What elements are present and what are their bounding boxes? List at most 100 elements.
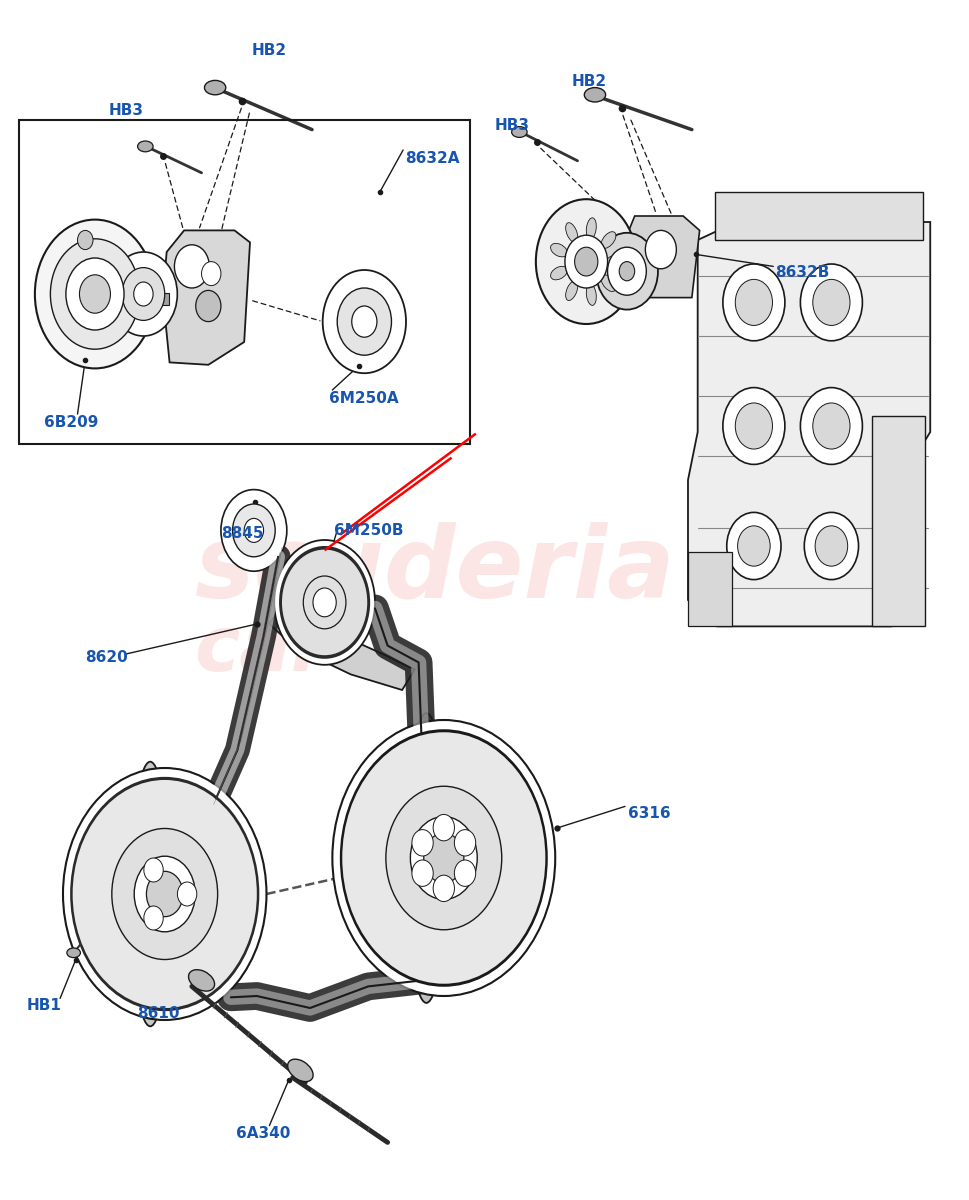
Ellipse shape: [131, 762, 170, 1026]
Polygon shape: [688, 222, 930, 626]
Circle shape: [364, 760, 523, 956]
Circle shape: [134, 857, 196, 931]
Circle shape: [375, 773, 513, 943]
Circle shape: [412, 829, 433, 856]
Circle shape: [433, 815, 454, 841]
Circle shape: [340, 730, 547, 986]
Circle shape: [357, 750, 531, 966]
Circle shape: [381, 780, 507, 936]
Circle shape: [359, 752, 529, 964]
Circle shape: [386, 786, 502, 930]
Circle shape: [369, 766, 518, 950]
Circle shape: [301, 574, 348, 631]
Circle shape: [76, 784, 254, 1004]
Bar: [19, 120, 470, 444]
Circle shape: [78, 230, 93, 250]
Circle shape: [332, 720, 555, 996]
Circle shape: [433, 875, 454, 901]
Bar: [138, 293, 169, 305]
Text: HB3: HB3: [109, 103, 143, 118]
Circle shape: [107, 822, 223, 966]
Circle shape: [70, 776, 260, 1012]
Circle shape: [423, 833, 464, 883]
Circle shape: [244, 518, 264, 542]
Polygon shape: [163, 230, 250, 365]
Circle shape: [735, 280, 772, 325]
Circle shape: [323, 270, 406, 373]
Circle shape: [345, 736, 543, 980]
Circle shape: [727, 512, 781, 580]
Circle shape: [536, 199, 637, 324]
Circle shape: [177, 882, 197, 906]
Ellipse shape: [601, 275, 616, 292]
Circle shape: [813, 403, 850, 449]
Text: 8632A: 8632A: [405, 151, 459, 166]
Circle shape: [619, 262, 635, 281]
Circle shape: [411, 816, 478, 900]
Bar: [872, 416, 925, 626]
Circle shape: [221, 490, 287, 571]
Circle shape: [353, 745, 535, 971]
Circle shape: [134, 282, 153, 306]
Ellipse shape: [607, 256, 624, 268]
Ellipse shape: [138, 140, 153, 152]
Ellipse shape: [601, 232, 616, 248]
Circle shape: [412, 860, 433, 887]
Circle shape: [298, 570, 351, 635]
Text: 6A340: 6A340: [236, 1127, 291, 1141]
Circle shape: [104, 818, 226, 970]
Circle shape: [284, 552, 365, 653]
Bar: [715, 192, 923, 240]
Circle shape: [89, 800, 240, 988]
Circle shape: [313, 588, 336, 617]
Circle shape: [342, 732, 546, 984]
Circle shape: [79, 275, 110, 313]
Polygon shape: [58, 250, 97, 282]
Circle shape: [101, 815, 229, 973]
Circle shape: [63, 768, 266, 1020]
Text: 8845: 8845: [221, 527, 264, 541]
Circle shape: [378, 776, 510, 940]
Polygon shape: [269, 606, 415, 690]
Text: scuderia: scuderia: [194, 522, 674, 618]
Text: 6316: 6316: [628, 806, 671, 821]
Circle shape: [800, 388, 862, 464]
Circle shape: [367, 763, 520, 953]
Circle shape: [386, 786, 502, 930]
Circle shape: [50, 239, 140, 349]
Circle shape: [279, 546, 370, 659]
Circle shape: [143, 858, 163, 882]
Ellipse shape: [586, 284, 596, 305]
Circle shape: [73, 780, 257, 1008]
Circle shape: [289, 558, 360, 647]
Text: 8632B: 8632B: [775, 265, 829, 280]
Circle shape: [735, 403, 772, 449]
Circle shape: [87, 798, 242, 990]
Circle shape: [98, 811, 232, 977]
Circle shape: [723, 264, 785, 341]
Circle shape: [174, 245, 209, 288]
Ellipse shape: [550, 244, 567, 257]
Circle shape: [78, 787, 251, 1001]
Ellipse shape: [67, 948, 80, 958]
Circle shape: [35, 220, 155, 368]
Circle shape: [608, 247, 646, 295]
Circle shape: [109, 252, 177, 336]
Circle shape: [351, 743, 537, 973]
Circle shape: [233, 504, 275, 557]
Circle shape: [287, 556, 362, 649]
Circle shape: [800, 264, 862, 341]
Ellipse shape: [566, 223, 578, 242]
Ellipse shape: [586, 218, 596, 239]
Text: car: car: [194, 613, 328, 688]
Circle shape: [596, 233, 658, 310]
Ellipse shape: [550, 266, 567, 280]
Circle shape: [143, 906, 163, 930]
Text: 6M250B: 6M250B: [334, 523, 404, 538]
Ellipse shape: [288, 1060, 313, 1081]
Circle shape: [723, 388, 785, 464]
Circle shape: [348, 739, 540, 977]
Circle shape: [66, 258, 124, 330]
Circle shape: [196, 290, 221, 322]
Ellipse shape: [204, 80, 226, 95]
